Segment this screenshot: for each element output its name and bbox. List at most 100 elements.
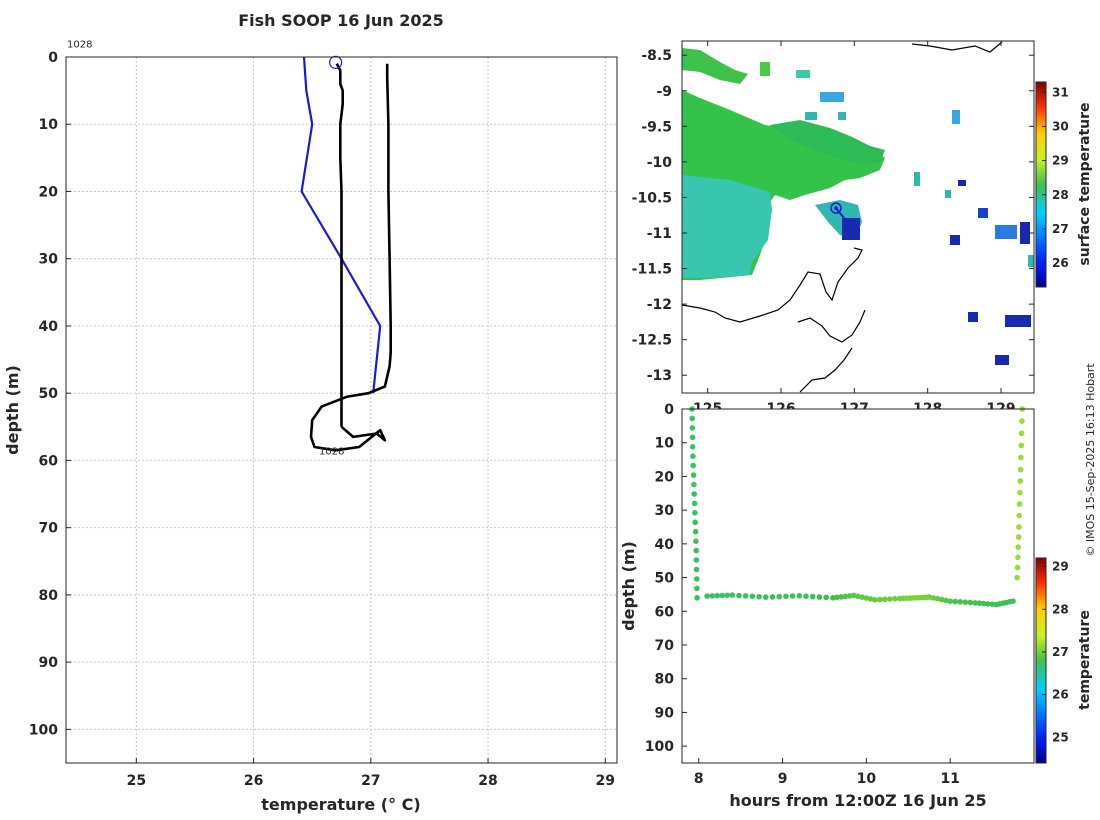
- section-y-tick-label: 70: [655, 638, 675, 654]
- sst-pixel: [958, 180, 966, 186]
- section-colorbar-tick-label: 26: [1052, 688, 1069, 702]
- section-point-descent: [693, 557, 700, 563]
- profile-x-label: temperature (° C): [261, 795, 420, 814]
- profile-line-bottom-track: [309, 366, 391, 452]
- section-point-descent: [690, 472, 697, 478]
- sst-pixel: [796, 70, 810, 78]
- coastline-main: [681, 247, 863, 323]
- section-point-descent: [692, 510, 698, 516]
- sst-pixel: [1028, 255, 1034, 267]
- section-point-bottom: [719, 592, 725, 599]
- profile-x-tick-label: 25: [127, 773, 146, 789]
- section-colorbar-frame: [1035, 557, 1047, 764]
- map-colorbar-frame: [1035, 81, 1047, 288]
- map-y-tick-label: -11: [647, 226, 672, 242]
- profile-x-tick-label: 26: [244, 773, 263, 789]
- map-colorbar-ticks: 26 27 28 29 30 31: [1042, 85, 1069, 270]
- section-colorbar-label: temperature: [1077, 610, 1093, 710]
- map-y-tick-label: -12.5: [632, 333, 672, 349]
- section-x-tick-label: 8: [694, 771, 704, 787]
- section-point-bottom: [957, 599, 963, 605]
- section-point-bottom: [976, 600, 983, 606]
- section-point-bottom: [796, 593, 803, 599]
- section-panel: 8 9 10 11 0 10 20 30 40 50 60 70 80 90 100 hours from…: [619, 402, 1093, 810]
- section-point-bottom: [882, 596, 888, 603]
- profile-y-tick-label: 100: [29, 722, 58, 738]
- sst-pixel: [945, 190, 951, 198]
- section-y-tick-label: 100: [645, 739, 674, 755]
- section-y-tick-label: 90: [655, 705, 675, 721]
- section-x-ticks: 8 9 10 11: [694, 758, 960, 787]
- map-vessel-position-dot: [834, 206, 838, 210]
- profile-y-tick-label: 50: [39, 386, 59, 402]
- section-x-tick-label: 10: [857, 771, 877, 787]
- map-colorbar-tick-label: 27: [1052, 222, 1069, 236]
- sst-pixel: [995, 225, 1017, 239]
- section-point-descent: [692, 519, 698, 526]
- sst-pixel: [952, 110, 960, 124]
- section-point-ascent: [1017, 489, 1023, 496]
- section-point-bottom: [943, 597, 949, 604]
- section-y-ticks: 0 10 20 30 40 50 60 70 80 90 100: [645, 402, 687, 755]
- section-point-bottom: [892, 595, 898, 602]
- sst-pixel: [760, 62, 770, 76]
- section-point-bottom: [709, 593, 715, 599]
- profile-y-tick-label: 0: [48, 50, 58, 66]
- coastline-south: [799, 347, 853, 393]
- profile-x-tick-label: 28: [478, 773, 497, 789]
- section-point-bottom: [872, 597, 878, 603]
- sst-patch-east: [770, 120, 885, 165]
- profile-panel: 25 26 27 28 29 0 10 20 30 40 50 60 70 80 90 100 Fish S…: [3, 11, 618, 814]
- section-point-bottom: [934, 595, 941, 602]
- map-colorbar-tick-label: 28: [1052, 188, 1069, 202]
- map-y-tick-label: -12: [647, 297, 672, 313]
- section-y-tick-label: 30: [655, 503, 675, 519]
- section-colorbar-tick-label: 27: [1052, 645, 1069, 659]
- section-point-bottom: [789, 593, 796, 599]
- section-point-bottom: [838, 594, 844, 600]
- section-point-bottom: [742, 593, 749, 599]
- section-point-descent: [694, 595, 700, 601]
- section-point-bottom: [989, 601, 995, 607]
- section-point-ascent: [1016, 501, 1023, 507]
- section-colorbar-tick-label: 28: [1052, 602, 1069, 616]
- section-point-ascent: [1014, 564, 1021, 571]
- section-point-bottom: [729, 592, 736, 598]
- profile-annotation-label: 1028: [67, 40, 92, 51]
- section-point-descent: [691, 491, 697, 497]
- map-vessel-track: [835, 207, 850, 226]
- section-colorbar-ticks: 25 26 27 28 29: [1042, 560, 1069, 744]
- section-point-ascent: [1019, 418, 1025, 424]
- section-point-bottom: [952, 598, 958, 605]
- section-point-bottom: [809, 593, 816, 600]
- profile-series-group: [300, 55, 393, 452]
- map-y-ticks: -8.5 -9 -9.5 -10 -10.5 -11 -11.5 -12 -12.5 -13: [632, 48, 1034, 384]
- section-point-descent: [689, 434, 696, 441]
- section-colorbar: [1036, 558, 1046, 763]
- section-point-bottom: [947, 598, 953, 604]
- section-point-bottom: [823, 594, 829, 601]
- profile-y-tick-label: 90: [39, 655, 59, 671]
- profile-y-tick-label: 10: [39, 117, 59, 133]
- sst-pixel: [805, 112, 817, 120]
- section-y-tick-label: 50: [655, 571, 675, 587]
- profile-x-ticks: 25 26 27 28 29: [127, 758, 615, 789]
- map-colorbar: [1036, 82, 1046, 287]
- section-y-tick-label: 80: [655, 672, 675, 688]
- section-point-bottom: [776, 593, 782, 600]
- sst-pixel: [978, 208, 988, 218]
- section-point-bottom: [1010, 598, 1016, 604]
- map-y-tick-label: -10: [647, 155, 673, 171]
- section-point-ascent: [1014, 574, 1020, 581]
- section-point-bottom: [749, 593, 756, 600]
- section-point-descent: [689, 425, 696, 431]
- map-coastline: [681, 41, 1003, 393]
- section-point-bottom: [877, 596, 883, 603]
- sst-pixel: [842, 218, 860, 240]
- section-y-tick-label: 60: [655, 604, 675, 620]
- section-point-bottom: [962, 599, 969, 605]
- section-point-ascent: [1018, 454, 1024, 461]
- section-x-tick-label: 11: [940, 771, 959, 787]
- profile-grid: [66, 56, 617, 763]
- profile-title: Fish SOOP 16 Jun 2025: [238, 11, 444, 30]
